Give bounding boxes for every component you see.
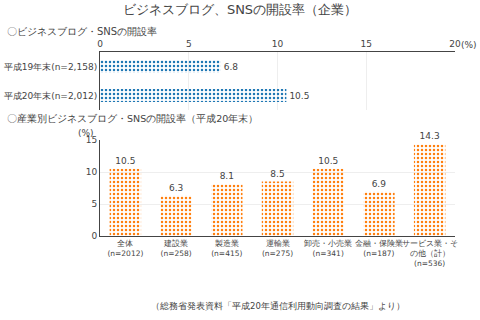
svg-text:15: 15 (361, 39, 372, 49)
svg-text:8.5: 8.5 (270, 169, 284, 179)
svg-text:〇産業別ビジネスブログ・SNSの開設率（平成20年末）: 〇産業別ビジネスブログ・SNSの開設率（平成20年末） (7, 113, 258, 124)
svg-text:10.5: 10.5 (115, 156, 135, 166)
svg-text:平成19年末(n=2,158): 平成19年末(n=2,158) (4, 62, 98, 72)
svg-text:5: 5 (91, 199, 97, 209)
svg-text:10: 10 (86, 167, 98, 177)
svg-text:全体(n=2012): 全体(n=2012) (107, 239, 143, 258)
svg-text:15: 15 (86, 135, 97, 145)
svg-text:8.1: 8.1 (220, 171, 234, 181)
svg-text:20: 20 (449, 39, 461, 49)
svg-text:6.3: 6.3 (169, 183, 183, 193)
svg-text:〇ビジネスブログ・SNSの開設率: 〇ビジネスブログ・SNSの開設率 (7, 26, 157, 37)
svg-text:建設業(n=258): 建設業(n=258) (160, 239, 191, 258)
svg-text:5: 5 (186, 39, 192, 49)
svg-text:(%): (%) (78, 128, 94, 138)
svg-text:14.3: 14.3 (420, 131, 440, 141)
svg-text:卸売・小売業(n=341): 卸売・小売業(n=341) (304, 239, 352, 258)
svg-text:0: 0 (97, 39, 103, 49)
svg-text:（総務省発表資料「平成20年通信利用動向調査の結果」より）: （総務省発表資料「平成20年通信利用動向調査の結果」より） (151, 301, 405, 311)
svg-text:6.8: 6.8 (224, 62, 239, 72)
svg-text:(%): (%) (461, 40, 477, 50)
svg-text:10.5: 10.5 (318, 156, 338, 166)
svg-text:6.9: 6.9 (372, 179, 387, 189)
svg-text:製造業(n=415): 製造業(n=415) (211, 239, 242, 258)
svg-text:10: 10 (272, 39, 284, 49)
svg-text:運輸業(n=275): 運輸業(n=275) (262, 239, 293, 258)
svg-text:平成20年末(n=2,012): 平成20年末(n=2,012) (4, 91, 98, 101)
svg-text:金融・保険業(n=187): 金融・保険業(n=187) (355, 239, 403, 258)
svg-text:サービス業・その他（計）(n=536): サービス業・その他（計）(n=536) (402, 239, 458, 268)
svg-text:10.5: 10.5 (289, 91, 309, 101)
svg-text:0: 0 (91, 231, 97, 241)
svg-text:ビジネスブログ、SNSの開設率（企業）: ビジネスブログ、SNSの開設率（企業） (123, 2, 357, 17)
